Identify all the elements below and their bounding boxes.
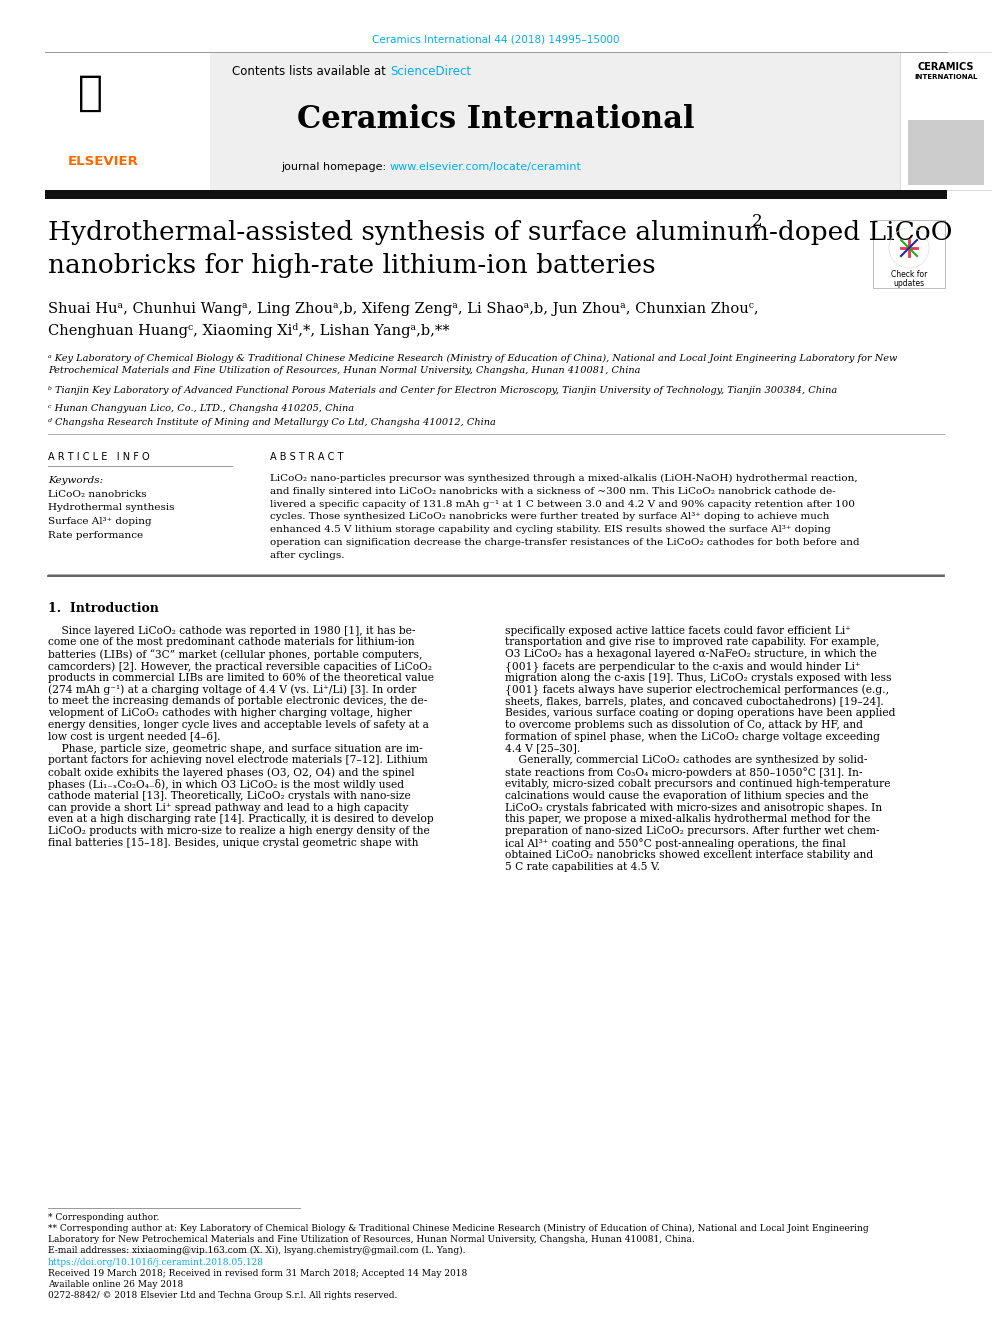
Text: phases (Li₁₋ₓCo₂O₄₋δ), in which O3 LiCoO₂ is the most wildly used: phases (Li₁₋ₓCo₂O₄₋δ), in which O3 LiCoO… (48, 779, 404, 790)
Text: E-mail addresses: xixiaoming@vip.163.com (X. Xi), lsyang.chemistry@gmail.com (L.: E-mail addresses: xixiaoming@vip.163.com… (48, 1246, 465, 1256)
Text: sheets, flakes, barrels, plates, and concaved cuboctahedrons) [19–24].: sheets, flakes, barrels, plates, and con… (505, 696, 884, 706)
Text: ᵇ Tianjin Key Laboratory of Advanced Functional Porous Materials and Center for : ᵇ Tianjin Key Laboratory of Advanced Fun… (48, 386, 837, 396)
Text: Received 19 March 2018; Received in revised form 31 March 2018; Accepted 14 May : Received 19 March 2018; Received in revi… (48, 1269, 467, 1278)
Bar (900, 52, 992, 191)
Text: camcorders) [2]. However, the practical reversible capacities of LiCoO₂: camcorders) [2]. However, the practical … (48, 662, 432, 672)
Text: velopment of LiCoO₂ cathodes with higher charging voltage, higher: velopment of LiCoO₂ cathodes with higher… (48, 708, 412, 718)
Bar (45, 52, 210, 191)
Text: {001} facets are perpendicular to the c-axis and would hinder Li⁺: {001} facets are perpendicular to the c-… (505, 662, 860, 672)
Text: specifically exposed active lattice facets could favor efficient Li⁺: specifically exposed active lattice face… (505, 626, 851, 635)
Text: come one of the most predominant cathode materials for lithium-ion: come one of the most predominant cathode… (48, 638, 415, 647)
Text: Laboratory for New Petrochemical Materials and Fine Utilization of Resources, Hu: Laboratory for New Petrochemical Materia… (48, 1234, 694, 1244)
Text: after cyclings.: after cyclings. (270, 550, 344, 560)
Text: Ceramics International 44 (2018) 14995–15000: Ceramics International 44 (2018) 14995–1… (372, 34, 620, 45)
Bar (908, 120, 984, 185)
Text: cathode material [13]. Theoretically, LiCoO₂ crystals with nano-size: cathode material [13]. Theoretically, Li… (48, 791, 411, 800)
Text: calcinations would cause the evaporation of lithium species and the: calcinations would cause the evaporation… (505, 791, 869, 800)
Text: 4.4 V [25–30].: 4.4 V [25–30]. (505, 744, 580, 754)
Text: enhanced 4.5 V lithium storage capability and cycling stability. EIS results sho: enhanced 4.5 V lithium storage capabilit… (270, 525, 831, 534)
Text: 0272-8842/ © 2018 Elsevier Ltd and Techna Group S.r.l. All rights reserved.: 0272-8842/ © 2018 Elsevier Ltd and Techn… (48, 1291, 398, 1301)
Text: ** Corresponding author at: Key Laboratory of Chemical Biology & Traditional Chi: ** Corresponding author at: Key Laborato… (48, 1224, 869, 1233)
Text: evitably, micro-sized cobalt precursors and continued high-temperature: evitably, micro-sized cobalt precursors … (505, 779, 891, 789)
Text: CERAMICS: CERAMICS (918, 62, 974, 71)
Text: INTERNATIONAL: INTERNATIONAL (915, 74, 978, 79)
Text: formation of spinel phase, when the LiCoO₂ charge voltage exceeding: formation of spinel phase, when the LiCo… (505, 732, 880, 742)
Bar (873, 220, 945, 288)
Text: to overcome problems such as dissolution of Co, attack by HF, and: to overcome problems such as dissolution… (505, 720, 863, 730)
Text: batteries (LIBs) of “3C” market (cellular phones, portable computers,: batteries (LIBs) of “3C” market (cellula… (48, 650, 423, 660)
Text: journal homepage:: journal homepage: (282, 161, 390, 172)
Text: Shuai Huᵃ, Chunhui Wangᵃ, Ling Zhouᵃ,b, Xifeng Zengᵃ, Li Shaoᵃ,b, Jun Zhouᵃ, Chu: Shuai Huᵃ, Chunhui Wangᵃ, Ling Zhouᵃ,b, … (48, 302, 759, 316)
Text: * Corresponding author.: * Corresponding author. (48, 1213, 160, 1222)
Text: state reactions from Co₃O₄ micro-powders at 850–1050°C [31]. In-: state reactions from Co₃O₄ micro-powders… (505, 767, 862, 778)
Text: Phase, particle size, geometric shape, and surface situation are im-: Phase, particle size, geometric shape, a… (48, 744, 423, 754)
Text: ᶜ Hunan Changyuan Lico, Co., LTD., Changsha 410205, China: ᶜ Hunan Changyuan Lico, Co., LTD., Chang… (48, 404, 354, 413)
Text: Generally, commercial LiCoO₂ cathodes are synthesized by solid-: Generally, commercial LiCoO₂ cathodes ar… (505, 755, 867, 766)
Bar (45, 191, 947, 198)
Text: portant factors for achieving novel electrode materials [7–12]. Lithium: portant factors for achieving novel elec… (48, 755, 428, 766)
Text: LiCoO₂ products with micro-size to realize a high energy density of the: LiCoO₂ products with micro-size to reali… (48, 826, 430, 836)
Text: LiCoO₂ nanobricks: LiCoO₂ nanobricks (48, 490, 147, 499)
Text: Surface Al³⁺ doping: Surface Al³⁺ doping (48, 517, 152, 527)
Text: {001} facets always have superior electrochemical performances (e.g.,: {001} facets always have superior electr… (505, 684, 889, 696)
Text: this paper, we propose a mixed-alkalis hydrothermal method for the: this paper, we propose a mixed-alkalis h… (505, 815, 870, 824)
Text: preparation of nano-sized LiCoO₂ precursors. After further wet chem-: preparation of nano-sized LiCoO₂ precurs… (505, 826, 880, 836)
Text: A R T I C L E   I N F O: A R T I C L E I N F O (48, 452, 150, 462)
Text: 2: 2 (752, 213, 763, 230)
Text: livered a specific capacity of 131.8 mAh g⁻¹ at 1 C between 3.0 and 4.2 V and 90: livered a specific capacity of 131.8 mAh… (270, 500, 855, 508)
Text: Chenghuan Huangᶜ, Xiaoming Xiᵈ,*, Lishan Yangᵃ,b,**: Chenghuan Huangᶜ, Xiaoming Xiᵈ,*, Lishan… (48, 323, 449, 337)
Text: LiCoO₂ nano-particles precursor was synthesized through a mixed-alkalis (LiOH-Na: LiCoO₂ nano-particles precursor was synt… (270, 474, 858, 483)
Text: cobalt oxide exhibits the layered phases (O3, O2, O4) and the spinel: cobalt oxide exhibits the layered phases… (48, 767, 415, 778)
Text: (274 mAh g⁻¹) at a charging voltage of 4.4 V (vs. Li⁺/Li) [3]. In order: (274 mAh g⁻¹) at a charging voltage of 4… (48, 684, 417, 695)
Text: obtained LiCoO₂ nanobricks showed excellent interface stability and: obtained LiCoO₂ nanobricks showed excell… (505, 849, 873, 860)
Text: ical Al³⁺ coating and 550°C post-annealing operations, the final: ical Al³⁺ coating and 550°C post-anneali… (505, 837, 846, 849)
Text: Available online 26 May 2018: Available online 26 May 2018 (48, 1279, 184, 1289)
Text: Hydrothermal synthesis: Hydrothermal synthesis (48, 504, 175, 512)
Text: 1.  Introduction: 1. Introduction (48, 602, 159, 615)
Text: Contents lists available at: Contents lists available at (232, 65, 390, 78)
Text: even at a high discharging rate [14]. Practically, it is desired to develop: even at a high discharging rate [14]. Pr… (48, 815, 434, 824)
Text: to meet the increasing demands of portable electronic devices, the de-: to meet the increasing demands of portab… (48, 696, 428, 706)
Text: ᵈ Changsha Research Institute of Mining and Metallurgy Co Ltd, Changsha 410012, : ᵈ Changsha Research Institute of Mining … (48, 418, 496, 427)
Text: cycles. Those synthesized LiCoO₂ nanobricks were further treated by surface Al³⁺: cycles. Those synthesized LiCoO₂ nanobri… (270, 512, 829, 521)
Text: products in commercial LIBs are limited to 60% of the theoretical value: products in commercial LIBs are limited … (48, 673, 434, 683)
Text: ᵃ Key Laboratory of Chemical Biology & Traditional Chinese Medicine Research (Mi: ᵃ Key Laboratory of Chemical Biology & T… (48, 355, 898, 376)
Text: 5 C rate capabilities at 4.5 V.: 5 C rate capabilities at 4.5 V. (505, 861, 660, 872)
Text: Besides, various surface coating or doping operations have been applied: Besides, various surface coating or dopi… (505, 708, 896, 718)
Text: low cost is urgent needed [4–6].: low cost is urgent needed [4–6]. (48, 732, 220, 742)
Text: LiCoO₂ crystals fabricated with micro-sizes and anisotropic shapes. In: LiCoO₂ crystals fabricated with micro-si… (505, 803, 882, 812)
Text: Since layered LiCoO₂ cathode was reported in 1980 [1], it has be-: Since layered LiCoO₂ cathode was reporte… (48, 626, 416, 635)
Text: operation can signification decrease the charge-transfer resistances of the LiCo: operation can signification decrease the… (270, 538, 860, 546)
Text: and finally sintered into LiCoO₂ nanobricks with a sickness of ~300 nm. This LiC: and finally sintered into LiCoO₂ nanobri… (270, 487, 835, 496)
Text: can provide a short Li⁺ spread pathway and lead to a high capacity: can provide a short Li⁺ spread pathway a… (48, 803, 409, 812)
Text: final batteries [15–18]. Besides, unique crystal geometric shape with: final batteries [15–18]. Besides, unique… (48, 837, 419, 848)
Text: ScienceDirect: ScienceDirect (390, 65, 471, 78)
Text: https://doi.org/10.1016/j.ceramint.2018.05.128: https://doi.org/10.1016/j.ceramint.2018.… (48, 1258, 264, 1267)
Text: nanobricks for high-rate lithium-ion batteries: nanobricks for high-rate lithium-ion bat… (48, 253, 656, 278)
Text: Ceramics International: Ceramics International (298, 105, 694, 135)
Text: O3 LiCoO₂ has a hexagonal layered α-NaFeO₂ structure, in which the: O3 LiCoO₂ has a hexagonal layered α-NaFe… (505, 650, 877, 659)
Text: Rate performance: Rate performance (48, 531, 143, 540)
Text: updates: updates (894, 279, 925, 288)
Text: Keywords:: Keywords: (48, 476, 103, 486)
Text: Hydrothermal-assisted synthesis of surface aluminum-doped LiCoO: Hydrothermal-assisted synthesis of surfa… (48, 220, 952, 245)
Text: 🌲: 🌲 (78, 71, 103, 114)
Text: ELSEVIER: ELSEVIER (68, 155, 139, 168)
Text: energy densities, longer cycle lives and acceptable levels of safety at a: energy densities, longer cycle lives and… (48, 720, 429, 730)
Text: A B S T R A C T: A B S T R A C T (270, 452, 343, 462)
Text: Check for: Check for (891, 270, 928, 279)
Text: www.elsevier.com/locate/ceramint: www.elsevier.com/locate/ceramint (390, 161, 582, 172)
Text: transportation and give rise to improved rate capability. For example,: transportation and give rise to improved… (505, 638, 880, 647)
Bar (210, 52, 900, 191)
Text: migration along the c-axis [19]. Thus, LiCoO₂ crystals exposed with less: migration along the c-axis [19]. Thus, L… (505, 673, 892, 683)
